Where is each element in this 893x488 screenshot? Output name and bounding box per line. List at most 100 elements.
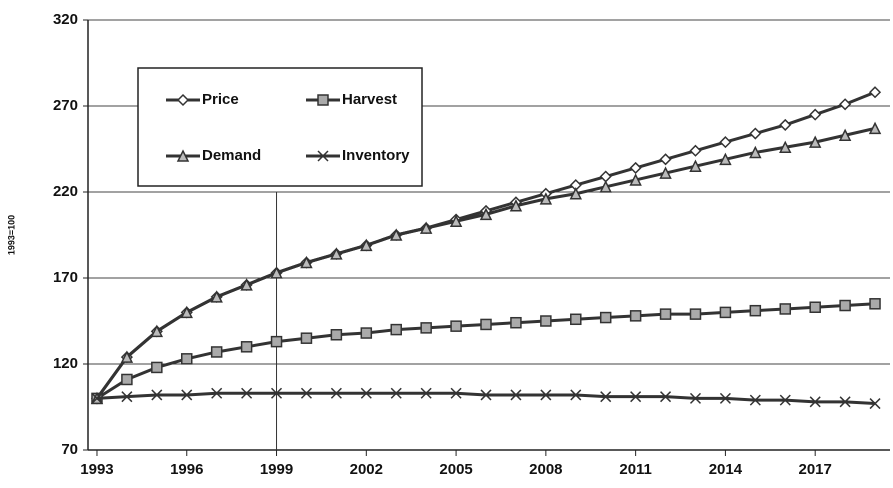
x-tick-label: 2011 <box>619 461 652 478</box>
marker <box>809 108 822 121</box>
legend-label: Demand <box>202 147 261 164</box>
marker <box>176 149 190 162</box>
marker <box>121 391 133 403</box>
marker <box>839 396 851 408</box>
marker <box>390 387 402 399</box>
marker <box>360 238 373 252</box>
marker <box>360 327 373 339</box>
marker <box>390 323 402 336</box>
marker <box>630 391 642 403</box>
marker <box>689 308 702 320</box>
marker <box>689 159 702 172</box>
marker <box>749 127 762 140</box>
marker <box>450 387 462 399</box>
marker <box>420 387 432 399</box>
marker <box>719 136 732 149</box>
marker <box>360 387 372 399</box>
marker <box>151 389 163 401</box>
marker <box>540 389 552 401</box>
marker <box>749 145 762 159</box>
marker <box>779 118 792 131</box>
marker <box>300 387 312 399</box>
marker <box>600 391 612 403</box>
marker <box>599 180 612 193</box>
x-tick-label: 1999 <box>260 461 293 478</box>
marker <box>181 353 193 365</box>
x-tick-label: 2005 <box>439 461 472 478</box>
marker <box>270 335 283 348</box>
marker <box>330 387 342 399</box>
x-tick-label: 2017 <box>798 461 831 478</box>
marker <box>480 318 492 331</box>
legend-box <box>137 67 423 187</box>
marker <box>91 392 103 404</box>
marker <box>150 324 164 338</box>
marker <box>510 389 522 401</box>
marker <box>450 320 462 332</box>
marker <box>839 98 852 111</box>
marker <box>270 266 283 279</box>
y-tick-label: 220 <box>53 183 78 200</box>
x-tick-label: 2014 <box>709 461 743 478</box>
marker <box>869 398 881 410</box>
marker <box>569 187 582 200</box>
x-tick-label: 2002 <box>350 461 383 478</box>
marker <box>838 128 852 141</box>
y-tick-label: 270 <box>53 97 78 114</box>
marker <box>419 221 433 234</box>
marker <box>211 387 223 399</box>
marker <box>510 316 522 329</box>
marker <box>779 140 792 154</box>
legend-label: Price <box>202 91 239 108</box>
y-axis-label: 1993=100 <box>6 215 16 255</box>
marker <box>689 144 702 157</box>
marker <box>300 255 313 269</box>
marker <box>210 290 223 303</box>
marker <box>869 298 881 310</box>
marker <box>868 121 882 135</box>
legend-label: Harvest <box>342 91 397 108</box>
legend-label: Inventory <box>342 147 410 164</box>
x-tick-label: 1993 <box>80 461 113 478</box>
marker <box>181 389 193 401</box>
marker <box>210 346 223 358</box>
marker <box>176 93 190 107</box>
marker <box>689 392 702 404</box>
marker <box>599 311 612 324</box>
marker <box>868 86 882 99</box>
marker <box>719 392 731 404</box>
marker <box>151 361 163 374</box>
y-tick-label: 170 <box>53 269 78 286</box>
marker <box>540 315 552 327</box>
marker <box>241 387 253 399</box>
marker <box>479 207 493 221</box>
marker <box>629 173 642 186</box>
marker <box>480 389 492 401</box>
marker <box>659 308 672 320</box>
marker <box>779 303 792 315</box>
marker <box>629 310 642 322</box>
marker <box>660 391 672 403</box>
marker <box>539 192 553 205</box>
marker <box>809 396 821 408</box>
marker <box>659 166 672 179</box>
y-tick-label: 120 <box>53 355 78 372</box>
marker <box>121 373 133 386</box>
marker <box>180 305 193 319</box>
marker <box>270 387 283 399</box>
marker <box>570 389 582 401</box>
marker <box>449 214 463 227</box>
marker <box>599 170 612 183</box>
marker <box>317 150 329 162</box>
marker <box>330 247 343 260</box>
marker <box>808 135 822 148</box>
marker <box>317 94 329 106</box>
x-tick-label: 2008 <box>529 461 562 478</box>
marker <box>240 341 253 353</box>
marker <box>659 153 672 166</box>
marker <box>719 306 732 319</box>
marker <box>749 394 761 406</box>
marker <box>240 278 253 291</box>
marker <box>330 329 343 341</box>
